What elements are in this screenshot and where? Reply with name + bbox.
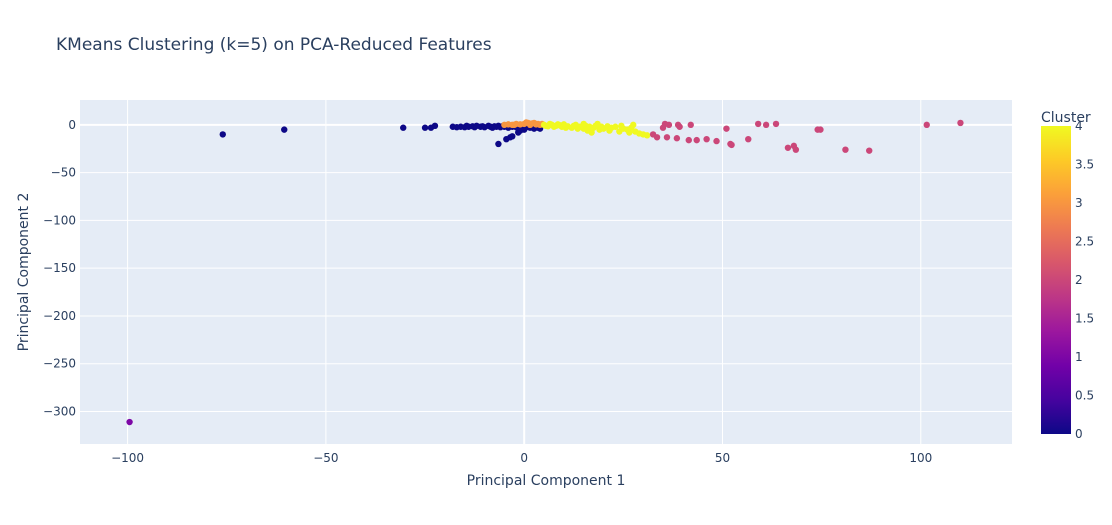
data-point bbox=[580, 120, 587, 128]
data-point bbox=[693, 136, 700, 144]
data-points bbox=[126, 119, 964, 426]
colorbar-tick-label: 2.5 bbox=[1075, 235, 1094, 249]
data-point bbox=[588, 129, 595, 136]
data-point bbox=[663, 134, 671, 141]
data-point bbox=[431, 122, 439, 129]
data-point bbox=[842, 146, 849, 153]
x-tick-label: 50 bbox=[715, 451, 730, 465]
data-point bbox=[630, 121, 637, 129]
x-axis-title: Principal Component 1 bbox=[467, 473, 626, 489]
colorbar-tick-label: 2 bbox=[1075, 273, 1083, 287]
data-point bbox=[495, 140, 502, 148]
data-point bbox=[626, 129, 633, 136]
data-point bbox=[612, 123, 619, 130]
colorbar-tick-label: 3.5 bbox=[1075, 158, 1094, 172]
colorbar-tick-label: 1 bbox=[1075, 350, 1083, 364]
data-point bbox=[643, 132, 651, 139]
data-point bbox=[511, 121, 518, 129]
data-point bbox=[653, 134, 661, 141]
data-point bbox=[762, 121, 770, 129]
data-point bbox=[522, 119, 530, 126]
data-point bbox=[618, 122, 625, 129]
data-point bbox=[509, 133, 516, 140]
colorbar-title: Cluster bbox=[1041, 110, 1091, 126]
data-point bbox=[754, 120, 762, 128]
y-tick-label: 0 bbox=[68, 118, 76, 132]
colorbar-tick-label: 4 bbox=[1075, 119, 1083, 133]
data-point bbox=[574, 125, 581, 132]
colorbar-tick-label: 1.5 bbox=[1075, 312, 1094, 326]
chart-title: KMeans Clustering (k=5) on PCA-Reduced F… bbox=[56, 35, 492, 55]
data-point bbox=[665, 121, 673, 129]
data-point bbox=[219, 131, 226, 138]
data-point bbox=[784, 144, 792, 151]
x-tick-label: −100 bbox=[111, 451, 144, 465]
data-point bbox=[676, 123, 683, 130]
y-tick-label: −50 bbox=[51, 166, 76, 180]
y-tick-label: −300 bbox=[43, 405, 76, 419]
data-point bbox=[772, 120, 780, 128]
data-point bbox=[562, 124, 570, 131]
data-point bbox=[400, 124, 407, 131]
data-point bbox=[687, 121, 694, 129]
data-point bbox=[866, 147, 873, 154]
y-tick-label: −250 bbox=[43, 357, 76, 371]
colorbar bbox=[1041, 126, 1071, 434]
colorbar-tick-label: 3 bbox=[1075, 196, 1083, 210]
y-axis-ticks: 0 −50 −100 −150 −200 −250 −300 bbox=[43, 118, 76, 419]
data-point bbox=[421, 124, 429, 131]
data-point bbox=[554, 121, 562, 128]
data-point bbox=[745, 135, 752, 143]
data-point bbox=[546, 120, 554, 128]
data-point bbox=[792, 146, 800, 153]
data-point bbox=[685, 136, 692, 144]
colorbar-tick-label: 0.5 bbox=[1075, 389, 1094, 403]
data-point bbox=[923, 121, 930, 129]
plot-area bbox=[80, 100, 1012, 444]
data-point bbox=[713, 137, 720, 145]
data-point bbox=[817, 126, 824, 133]
colorbar-tick-label: 0 bbox=[1075, 427, 1083, 441]
x-tick-label: 0 bbox=[520, 451, 528, 465]
data-point bbox=[728, 141, 735, 149]
data-point bbox=[723, 125, 730, 132]
y-tick-label: −150 bbox=[43, 261, 76, 275]
data-point bbox=[703, 135, 710, 143]
data-point bbox=[594, 120, 601, 128]
colorbar-ticks: 0 0.5 1 1.5 2 2.5 3 3.5 4 bbox=[1075, 119, 1094, 441]
x-tick-label: −50 bbox=[313, 451, 338, 465]
data-point bbox=[281, 126, 288, 133]
x-axis-ticks: −100 −50 0 50 100 bbox=[111, 451, 932, 465]
data-point bbox=[957, 119, 964, 127]
data-point bbox=[126, 418, 133, 426]
data-point bbox=[673, 135, 681, 142]
y-axis-title: Principal Component 2 bbox=[16, 193, 32, 352]
y-tick-label: −200 bbox=[43, 309, 76, 323]
y-tick-label: −100 bbox=[43, 213, 76, 227]
x-tick-label: 100 bbox=[909, 451, 932, 465]
